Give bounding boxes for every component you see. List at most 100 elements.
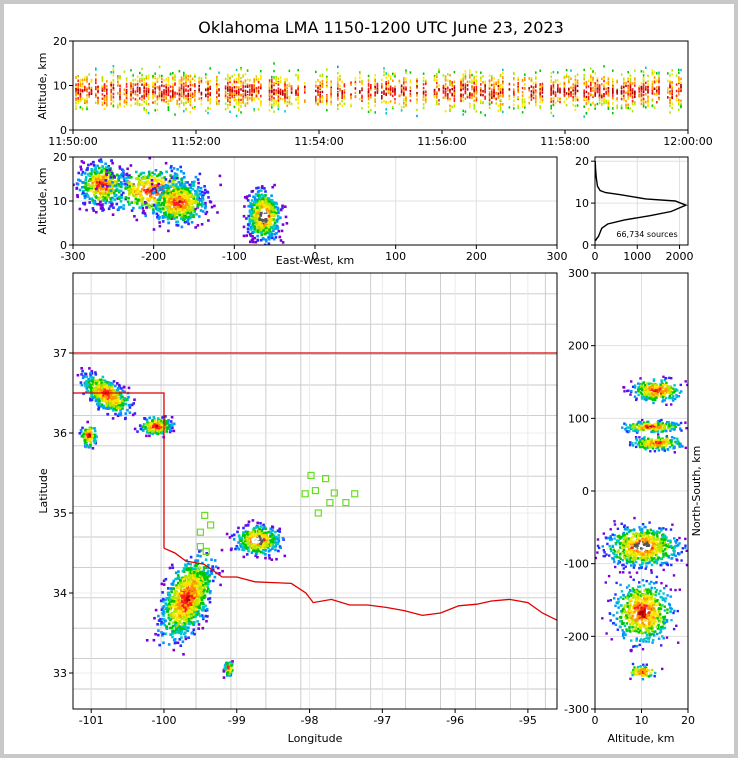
- ew-source-point: [156, 205, 160, 209]
- ew-source-point: [155, 202, 158, 205]
- time-source-point: [550, 104, 552, 108]
- ew-source-point: [259, 195, 262, 198]
- time-source-point: [447, 93, 449, 96]
- ew-source-point: [271, 236, 274, 240]
- time-source-point: [297, 106, 299, 109]
- ew-panel-ylabel: Altitude, km: [36, 167, 49, 234]
- ew-source-point: [156, 214, 160, 217]
- time-source-point: [343, 95, 346, 98]
- time-source-point: [559, 91, 561, 94]
- time-source-point: [95, 85, 97, 89]
- time-source-point: [535, 101, 537, 104]
- ew-source-point: [84, 188, 88, 191]
- time-source-point: [517, 76, 519, 80]
- ew-source-point: [173, 201, 177, 205]
- time-source-point: [574, 75, 577, 78]
- time-source-point: [651, 83, 654, 86]
- map-source-point: [108, 385, 112, 389]
- time-source-point: [521, 98, 524, 101]
- time-source-point: [680, 89, 682, 93]
- time-source-point: [502, 93, 504, 97]
- time-source-point: [158, 91, 161, 94]
- time-source-point: [229, 92, 231, 95]
- time-source-point: [574, 104, 577, 108]
- time-source-point: [367, 82, 370, 85]
- time-source-point: [191, 106, 194, 109]
- time-source-point: [326, 101, 328, 104]
- ew-source-point: [93, 185, 96, 189]
- time-source-point: [539, 105, 541, 108]
- time-source-point: [77, 74, 79, 78]
- time-source-point: [405, 100, 407, 103]
- time-source-point: [541, 98, 544, 101]
- time-source-point: [136, 88, 139, 91]
- ew-source-point: [134, 195, 138, 198]
- time-source-point: [216, 83, 218, 86]
- ew-source-point: [143, 175, 147, 178]
- time-source-point: [224, 77, 227, 81]
- time-source-point: [475, 87, 478, 90]
- time-source-point: [374, 85, 376, 89]
- time-source-point: [268, 87, 271, 90]
- time-source-point: [275, 78, 277, 81]
- ew-xtick-label: -300: [61, 250, 86, 263]
- time-source-point: [106, 92, 108, 96]
- time-source-point: [645, 93, 647, 96]
- ew-source-point: [275, 218, 279, 222]
- ew-source-point: [120, 172, 124, 176]
- ew-source-point: [185, 203, 189, 206]
- time-source-point: [374, 84, 376, 87]
- time-source-point: [495, 92, 497, 95]
- ew-source-point: [132, 206, 135, 210]
- hist-ytick-label: 10: [575, 197, 589, 210]
- time-source-point: [229, 77, 231, 80]
- ew-source-point: [251, 227, 255, 230]
- time-source-point: [136, 82, 139, 86]
- map-source-point: [102, 406, 105, 410]
- time-source-point: [594, 92, 596, 95]
- time-source-point: [95, 67, 97, 70]
- time-source-point: [422, 83, 425, 86]
- time-source-point: [444, 75, 447, 78]
- time-source-point: [139, 103, 141, 107]
- map-source-point: [119, 393, 123, 397]
- ew-source-point: [163, 211, 166, 215]
- time-source-point: [321, 79, 324, 83]
- time-source-point: [658, 96, 660, 100]
- time-source-point: [539, 86, 541, 89]
- time-source-point: [339, 74, 341, 78]
- time-source-point: [653, 76, 656, 79]
- time-source-point: [271, 94, 273, 97]
- time-source-point: [403, 91, 405, 94]
- time-source-point: [678, 93, 680, 96]
- time-source-point: [642, 80, 645, 84]
- time-source-point: [295, 73, 297, 77]
- time-source-point: [251, 97, 253, 100]
- time-source-point: [517, 88, 519, 92]
- sources-count-label: 66,734 sources: [616, 230, 677, 239]
- time-source-point: [460, 93, 462, 97]
- time-source-point: [97, 100, 99, 103]
- time-source-point: [321, 100, 324, 104]
- time-source-point: [398, 103, 401, 106]
- time-source-point: [381, 78, 383, 82]
- time-source-point: [480, 79, 482, 82]
- ew-xtick-label: -100: [222, 250, 247, 263]
- time-source-point: [409, 92, 412, 96]
- time-source-point: [469, 71, 471, 75]
- ew-source-point: [101, 179, 105, 182]
- time-source-point: [640, 85, 643, 89]
- time-source-point: [209, 67, 211, 70]
- time-source-point: [444, 90, 447, 93]
- ew-source-point: [180, 214, 184, 217]
- time-source-point: [227, 99, 229, 102]
- time-source-point: [449, 91, 451, 94]
- time-source-point: [231, 95, 233, 98]
- time-source-point: [218, 71, 220, 74]
- time-source-point: [473, 92, 475, 95]
- time-source-point: [572, 92, 574, 95]
- ew-source-point: [251, 235, 254, 238]
- map-source-point: [126, 408, 129, 412]
- time-source-point: [244, 104, 247, 107]
